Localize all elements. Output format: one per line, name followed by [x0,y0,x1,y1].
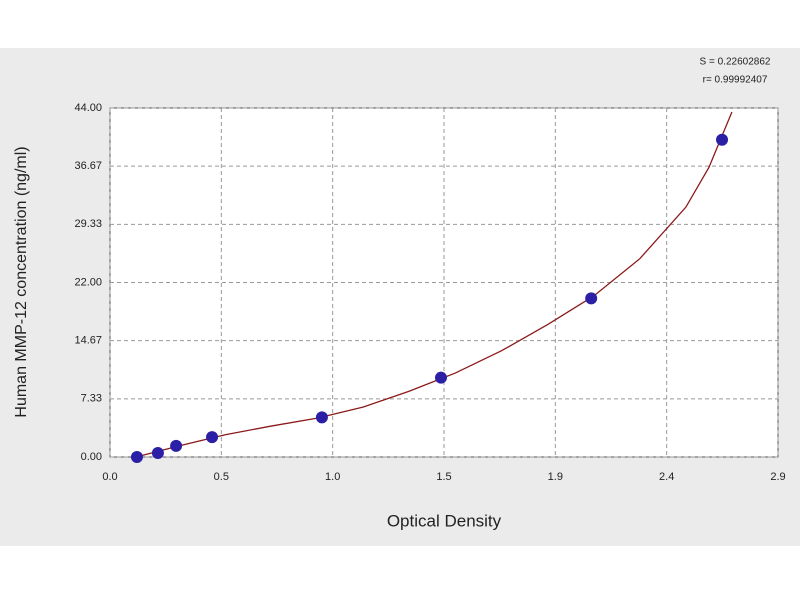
y-tick-label: 22.00 [74,276,102,288]
fit-curve [133,111,733,457]
x-tick-label: 1.9 [548,471,563,483]
x-tick-label: 1.0 [325,471,340,483]
data-point [716,133,729,146]
data-point [435,371,448,384]
x-tick-label: 2.4 [659,471,674,483]
y-tick-label: 36.67 [74,160,102,172]
y-tick-label: 44.00 [74,102,102,114]
x-tick-label: 2.9 [770,471,785,483]
y-tick-label: 14.67 [74,335,102,347]
annotation: S = 0.22602862 [700,57,771,68]
data-point [151,447,164,460]
x-tick-label: 0.5 [214,471,229,483]
x-tick-label: 1.5 [436,471,451,483]
data-point [585,292,598,305]
y-tick-label: 7.33 [81,393,102,405]
y-tick-label: 0.00 [81,451,102,463]
x-axis-label: Optical Density [387,511,502,530]
data-point [315,411,328,424]
y-tick-label: 29.33 [74,218,102,230]
y-axis-label: Human MMP-12 concentration (ng/ml) [13,146,30,417]
x-tick-label: 0.0 [102,471,117,483]
data-point [206,431,219,444]
data-point [130,451,143,463]
annotation: r= 0.99992407 [703,75,768,86]
data-point [170,439,183,452]
